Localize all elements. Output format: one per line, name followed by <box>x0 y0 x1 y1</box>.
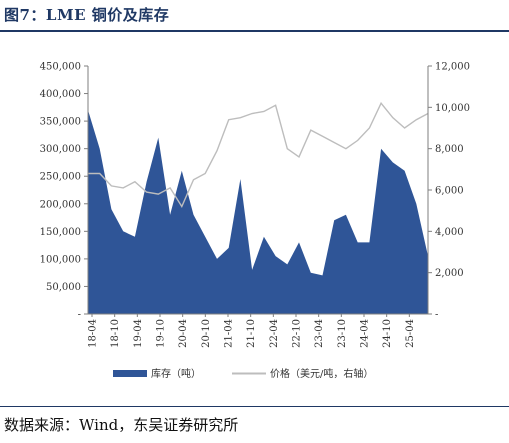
x-tick-label: 21-04 <box>224 319 235 348</box>
x-tick-label: 21-10 <box>246 319 257 348</box>
x-tick-label: 18-04 <box>88 319 99 348</box>
right-tick-label: - <box>435 310 438 321</box>
left-tick-label: 50,000 <box>46 282 81 293</box>
left-tick-label: 350,000 <box>40 117 81 128</box>
x-axis: 18-04 18-10 19-04 19-10 20-04 20-10 21-04 21-10… <box>88 313 428 348</box>
legend-inventory-swatch <box>113 370 147 377</box>
right-tick-label: 8,000 <box>435 144 464 155</box>
x-tick-label: 24-10 <box>382 319 393 348</box>
left-tick-label: 300,000 <box>40 144 81 155</box>
left-y-axis: - 50,000 100,000 150,000 200,000 250,000 300,0… <box>40 62 89 321</box>
plot-area <box>88 101 429 314</box>
x-tick-label: 20-10 <box>201 319 212 348</box>
x-tick-label: 25-04 <box>405 319 416 348</box>
right-tick-label: 4,000 <box>435 227 464 238</box>
right-y-axis: - 2,000 4,000 6,000 8,000 10,000 12,000 <box>427 62 470 321</box>
x-tick-label: 22-04 <box>269 319 280 348</box>
source-rule <box>0 406 509 407</box>
left-tick-label: 400,000 <box>40 89 81 100</box>
left-tick-label: 150,000 <box>40 227 81 238</box>
left-tick-label: 250,000 <box>40 172 81 183</box>
x-tick-label: 19-10 <box>156 319 167 348</box>
right-tick-label: 6,000 <box>435 186 464 197</box>
right-tick-label: 12,000 <box>435 62 470 73</box>
title-rule <box>0 30 509 32</box>
x-tick-label: 20-04 <box>178 319 189 348</box>
left-tick-label: 200,000 <box>40 199 81 210</box>
x-tick-label: 23-10 <box>337 319 348 348</box>
x-tick-label: 18-10 <box>110 319 121 348</box>
x-tick-label: 23-04 <box>314 319 325 348</box>
left-tick-label: 100,000 <box>40 254 81 265</box>
legend: 库存（吨） 价格（美元/吨，右轴） <box>113 367 373 380</box>
legend-inventory-label: 库存（吨） <box>151 367 201 380</box>
right-tick-label: 2,000 <box>435 268 464 279</box>
x-tick-label: 24-04 <box>360 319 371 348</box>
legend-price-label: 价格（美元/吨，右轴） <box>270 367 373 380</box>
data-source-note: 数据来源：Wind，东吴证券研究所 <box>4 416 239 434</box>
left-tick-label: 450,000 <box>40 62 81 73</box>
right-tick-label: 10,000 <box>435 103 470 114</box>
left-tick-label: - <box>78 310 81 321</box>
lme-copper-chart: - 50,000 100,000 150,000 200,000 250,000 300,0… <box>40 62 470 381</box>
x-tick-label: 19-04 <box>133 319 144 348</box>
figure-title: 图7：LME 铜价及库存 <box>4 6 170 24</box>
inventory-area-series <box>88 110 428 314</box>
price-line-series <box>88 101 429 208</box>
x-tick-label: 22-10 <box>292 319 303 348</box>
